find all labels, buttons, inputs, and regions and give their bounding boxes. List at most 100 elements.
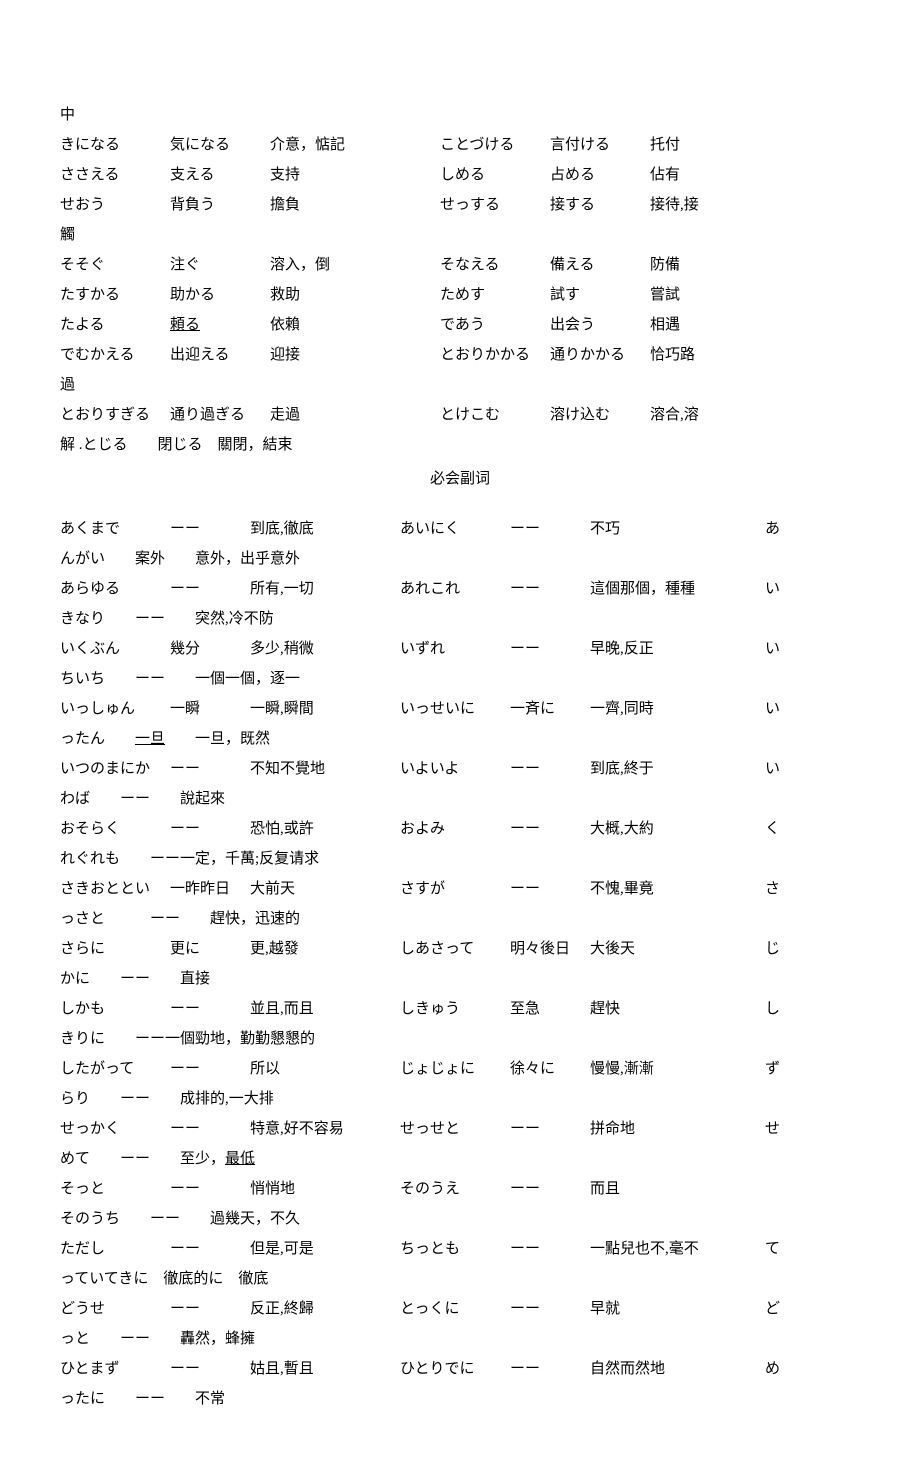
adverb-keyword-2: ちっとも (400, 1234, 510, 1264)
verb-meaning-2: 溶合,溶 (650, 400, 740, 430)
verb-kanji-2: 試す (550, 280, 650, 310)
adverb-kanji-2: ーー (510, 514, 590, 544)
adverb-meaning-2: 不愧,畢竟 (590, 874, 740, 904)
adverb-tail: あ (740, 514, 780, 544)
adverb-keyword: したがって (60, 1054, 170, 1084)
adverb-keyword-2: そのうえ (400, 1174, 510, 1204)
adverb-keyword: いくぶん (60, 634, 170, 664)
adverb-meaning-2: 這個那個，種種 (590, 574, 740, 604)
verb-meaning-2: 佔有 (650, 160, 740, 190)
adverb-kanji-2: 明々後日 (510, 934, 590, 964)
verb-kana: きになる (60, 130, 170, 160)
verb-kanji: 出迎える (170, 340, 270, 370)
adverb-meaning-2: 而且 (590, 1174, 740, 1204)
verb-kanji: 助かる (170, 280, 270, 310)
adverb-tail: ず (740, 1054, 780, 1084)
verb-kana: ささえる (60, 160, 170, 190)
verb-kanji: 背負う (170, 190, 270, 220)
adverb-cont: そのうち ーー 過幾天，不久 (60, 1211, 300, 1227)
adverb-meaning: 多少,稍微 (250, 634, 400, 664)
adverb-meaning-2: 一齊,同時 (590, 694, 740, 724)
adverb-row: さらに更に更,越發しあさって明々後日大後天じ (60, 934, 860, 964)
adverb-kanji-2: 徐々に (510, 1054, 590, 1084)
verb-row: たすかる助かる救助ためす試す嘗試 (60, 280, 860, 310)
adverb-kanji-2: ーー (510, 754, 590, 784)
verb-kanji: 支える (170, 160, 270, 190)
adverb-kanji: ーー (170, 574, 250, 604)
adverb-keyword: ただし (60, 1234, 170, 1264)
adverb-row: わば ーー 說起來 (60, 784, 860, 814)
verb-meaning: 介意，惦記 (270, 130, 430, 160)
adverb-meaning: 更,越發 (250, 934, 400, 964)
verb-kanji-2: 通りかかる (550, 340, 650, 370)
underline-text: 一旦 (135, 731, 165, 747)
adverb-meaning: 一瞬,瞬間 (250, 694, 400, 724)
adverb-row: したがってーー所以じょじょに徐々に慢慢,漸漸ず (60, 1054, 860, 1084)
adverb-meaning-2: 早晚,反正 (590, 634, 740, 664)
adverb-keyword-2: あいにく (400, 514, 510, 544)
adverb-keyword-2: いよいよ (400, 754, 510, 784)
adverb-row: れぐれも ーー一定，千萬;反复请求 (60, 844, 860, 874)
adverb-meaning-2: 拼命地 (590, 1114, 740, 1144)
adverb-row: あらゆるーー所有,一切あれこれーー這個那個，種種い (60, 574, 860, 604)
adverb-keyword-2: せっせと (400, 1114, 510, 1144)
verb-row: たよる頼る依賴であう出会う相遇 (60, 310, 860, 340)
verb-kanji-2: 備える (550, 250, 650, 280)
adverb-cont: きなり ーー 突然,冷不防 (60, 611, 274, 627)
adverb-row: どうせーー反正,終歸とっくにーー早就ど (60, 1294, 860, 1324)
verb-meaning: 救助 (270, 280, 430, 310)
adverb-keyword: さきおととい (60, 874, 170, 904)
adverb-meaning: 並且,而且 (250, 994, 400, 1024)
adverb-tail: め (740, 1354, 780, 1384)
adverb-kanji: ーー (170, 814, 250, 844)
verb-meaning: 支持 (270, 160, 430, 190)
adverb-row: おそらくーー恐怕,或許およみーー大概,大約く (60, 814, 860, 844)
adverb-keyword: あくまで (60, 514, 170, 544)
underline-text: 最低 (225, 1151, 255, 1167)
adverb-row: ったん 一旦 一旦，既然 (60, 724, 860, 754)
adverb-keyword-2: しきゅう (400, 994, 510, 1024)
verb-meaning-2: 嘗試 (650, 280, 740, 310)
verb-row: 過 (60, 370, 860, 400)
adverb-kanji-2: ーー (510, 1114, 590, 1144)
verb-kanji-2: 占める (550, 160, 650, 190)
verb-kanji: 気になる (170, 130, 270, 160)
adverb-keyword: ひとまず (60, 1354, 170, 1384)
adverb-kanji-2: ーー (510, 634, 590, 664)
verb-meaning: 依賴 (270, 310, 430, 340)
adverb-row: そのうち ーー 過幾天，不久 (60, 1204, 860, 1234)
adverb-tail: さ (740, 874, 780, 904)
adverb-keyword: せっかく (60, 1114, 170, 1144)
verb-meaning-2: 恰巧路 (650, 340, 740, 370)
verb-kanji: 注ぐ (170, 250, 270, 280)
adverb-cont: っていてきに 徹底的に 徹底 (60, 1271, 268, 1287)
adverb-row: ちいち ーー 一個一個，逐一 (60, 664, 860, 694)
adverb-kanji-2: ーー (510, 1354, 590, 1384)
adverb-row: んがい 案外 意外，出乎意外 (60, 544, 860, 574)
adverb-keyword-2: いっせいに (400, 694, 510, 724)
adverb-row: めて ーー 至少，最低 (60, 1144, 860, 1174)
verb-kana-2: ことづける (440, 130, 550, 160)
verb-meaning: 擔負 (270, 190, 430, 220)
adverb-row: せっかくーー特意,好不容易せっせとーー拼命地せ (60, 1114, 860, 1144)
adverb-cont: かに ーー 直接 (60, 971, 210, 987)
adverb-meaning-2: 自然而然地 (590, 1354, 740, 1384)
adverb-meaning-2: 一點兒也不,毫不 (590, 1234, 740, 1264)
adverb-row: らり ーー 成排的,一大排 (60, 1084, 860, 1114)
adverb-tail: い (740, 694, 780, 724)
adverb-tail: ど (740, 1294, 780, 1324)
adverb-keyword: さらに (60, 934, 170, 964)
adverb-keyword-2: しあさって (400, 934, 510, 964)
adverb-tail: て (740, 1234, 780, 1264)
adverb-meaning: 特意,好不容易 (250, 1114, 400, 1144)
verb-kanji-2: 接する (550, 190, 650, 220)
adverb-kanji: 更に (170, 934, 250, 964)
verb-kana: たよる (60, 310, 170, 340)
adverb-kanji: ーー (170, 1294, 250, 1324)
adverb-tail: い (740, 574, 780, 604)
verb-meaning-2: 相遇 (650, 310, 740, 340)
adverb-kanji: ーー (170, 1354, 250, 1384)
adverb-meaning-2: 到底,終于 (590, 754, 740, 784)
verb-row: 解 .とじる 閉じる 關閉，結束 (60, 430, 860, 460)
adverb-kanji: 一瞬 (170, 694, 250, 724)
